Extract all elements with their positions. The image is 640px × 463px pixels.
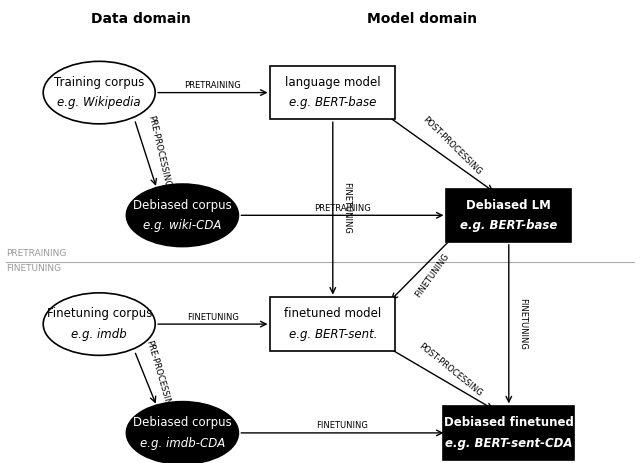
Text: Debiased corpus: Debiased corpus bbox=[133, 416, 232, 429]
Text: e.g. wiki-CDA: e.g. wiki-CDA bbox=[143, 219, 221, 232]
Text: e.g. imdb-CDA: e.g. imdb-CDA bbox=[140, 437, 225, 450]
Ellipse shape bbox=[126, 184, 238, 246]
Text: Model domain: Model domain bbox=[367, 12, 477, 25]
Text: FINETUNING: FINETUNING bbox=[413, 252, 451, 300]
Text: e.g. imdb: e.g. imdb bbox=[71, 328, 127, 341]
Text: Data domain: Data domain bbox=[91, 12, 191, 25]
Text: e.g. BERT-sent-CDA: e.g. BERT-sent-CDA bbox=[445, 437, 573, 450]
Text: POST-PROCESSING: POST-PROCESSING bbox=[420, 115, 483, 177]
FancyBboxPatch shape bbox=[270, 298, 395, 351]
Text: PRETRAINING: PRETRAINING bbox=[6, 249, 67, 258]
FancyBboxPatch shape bbox=[443, 407, 575, 459]
Text: Debiased finetuned: Debiased finetuned bbox=[444, 416, 573, 429]
Text: Debiased corpus: Debiased corpus bbox=[133, 199, 232, 212]
Text: FINETUNING: FINETUNING bbox=[518, 298, 527, 350]
Text: Debiased LM: Debiased LM bbox=[467, 199, 551, 212]
Ellipse shape bbox=[43, 61, 155, 124]
Text: e.g. BERT-base: e.g. BERT-base bbox=[460, 219, 557, 232]
Text: POST-PROCESSING: POST-PROCESSING bbox=[417, 342, 484, 398]
FancyBboxPatch shape bbox=[447, 189, 572, 242]
Text: finetuned model: finetuned model bbox=[284, 307, 381, 320]
Text: Training corpus: Training corpus bbox=[54, 76, 145, 89]
Text: PRE-PROCESSING: PRE-PROCESSING bbox=[147, 115, 172, 188]
Text: FINETUNING: FINETUNING bbox=[6, 264, 61, 273]
Text: e.g. BERT-base: e.g. BERT-base bbox=[289, 96, 376, 109]
Text: FINETUNING: FINETUNING bbox=[187, 313, 239, 322]
Text: e.g. Wikipedia: e.g. Wikipedia bbox=[58, 96, 141, 109]
Text: PRETRAINING: PRETRAINING bbox=[314, 204, 371, 213]
Text: e.g. BERT-sent.: e.g. BERT-sent. bbox=[289, 328, 377, 341]
Text: PRETRAINING: PRETRAINING bbox=[184, 81, 241, 90]
Text: Finetuning corpus: Finetuning corpus bbox=[47, 307, 152, 320]
Text: language model: language model bbox=[285, 76, 381, 89]
Text: FINETUNING: FINETUNING bbox=[342, 182, 351, 234]
Text: PRE-PROCESSING: PRE-PROCESSING bbox=[145, 339, 174, 413]
Text: FINETUNING: FINETUNING bbox=[316, 421, 369, 431]
Ellipse shape bbox=[43, 293, 155, 356]
Ellipse shape bbox=[126, 401, 238, 463]
FancyBboxPatch shape bbox=[270, 66, 395, 119]
